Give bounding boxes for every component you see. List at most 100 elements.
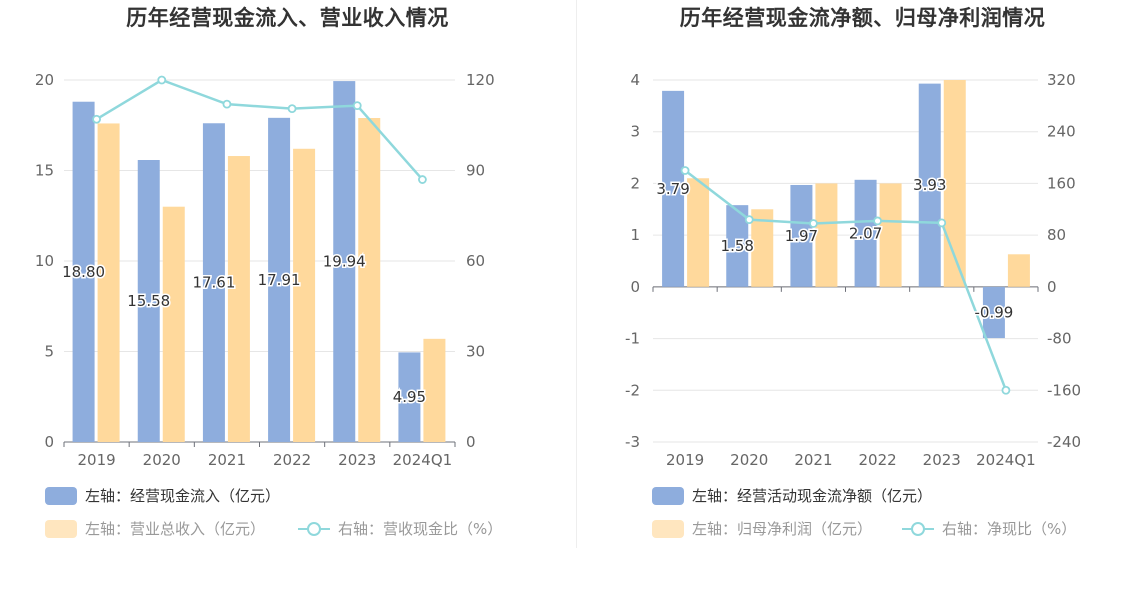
net-cashflow-profit-chart: 历年经营现金流净额、归母净利润情况 -3 -2 -1 0 1 2 3 4 -240 -160 -80… bbox=[577, 0, 1148, 560]
ratio-point bbox=[744, 215, 754, 225]
legend-item-cash-inflow[interactable]: 左轴：经营现金流入（亿元） bbox=[45, 485, 280, 506]
left-axis-tick-label: -2 bbox=[625, 381, 640, 399]
bar-secondary bbox=[227, 156, 250, 442]
left-axis-tick-label: 4 bbox=[630, 71, 640, 89]
ratio-line bbox=[95, 78, 424, 181]
bar-primary bbox=[398, 352, 421, 442]
left-axis-tick-label: 3 bbox=[630, 123, 640, 141]
x-axis-tick-label: 2020 bbox=[143, 451, 181, 469]
bar-secondary bbox=[97, 123, 120, 442]
right-axis-tick-label: -80 bbox=[1047, 330, 1072, 348]
bar-primary bbox=[662, 90, 685, 287]
bar-secondary bbox=[293, 148, 316, 442]
bar-secondary bbox=[687, 178, 710, 287]
bar-primary bbox=[72, 101, 95, 442]
left-axis-tick-label: -3 bbox=[625, 433, 640, 451]
bar-data-label: 18.80 bbox=[62, 263, 105, 281]
ratio-line bbox=[684, 169, 1008, 391]
bar-primary bbox=[726, 205, 749, 287]
x-axis-tick-label: 2020 bbox=[730, 451, 768, 469]
left-axis-tick-label: -1 bbox=[625, 330, 640, 348]
chart-plot-area: 0 5 10 15 20 0 30 60 90 120 18.80 15.58 17.61 17.91 19… bbox=[35, 71, 495, 469]
bar-secondary bbox=[358, 118, 381, 442]
bar-data-label: 17.91 bbox=[258, 271, 301, 289]
bar-primary bbox=[790, 184, 813, 287]
right-axis-tick-label: 160 bbox=[1047, 174, 1076, 192]
bar-data-label: 3.93 bbox=[913, 176, 946, 194]
bar-data-label: 19.94 bbox=[323, 253, 366, 271]
bar-secondary bbox=[815, 183, 838, 287]
bar-primary bbox=[918, 83, 941, 287]
chart-title: 历年经营现金流入、营业收入情况 bbox=[126, 6, 449, 30]
right-axis-tick-label: 120 bbox=[466, 71, 495, 89]
bar-data-label: 15.58 bbox=[127, 292, 170, 310]
bar-secondary bbox=[162, 206, 185, 442]
left-axis-tick-label: 10 bbox=[35, 252, 54, 270]
right-axis-tick-label: -160 bbox=[1047, 381, 1081, 399]
right-axis-tick-label: 0 bbox=[1047, 278, 1057, 296]
x-axis-tick-label: 2023 bbox=[923, 451, 961, 469]
panel-divider bbox=[576, 0, 577, 548]
ratio-point bbox=[287, 104, 297, 114]
chart-plot-area: -3 -2 -1 0 1 2 3 4 -240 -160 -80 0 80 160 240 320 3.79 1.… bbox=[625, 71, 1081, 469]
bar-primary bbox=[333, 81, 356, 442]
bar-secondary bbox=[879, 183, 902, 287]
bar-primary bbox=[137, 160, 160, 442]
bar-secondary bbox=[751, 209, 774, 287]
legend-label: 右轴：净现比（%） bbox=[942, 520, 1077, 538]
bar-primary bbox=[202, 123, 225, 442]
ratio-point bbox=[222, 99, 232, 109]
cash-inflow-revenue-chart: 历年经营现金流入、营业收入情况 0 5 10 15 20 0 30 60 90 120 18.80 1… bbox=[0, 0, 575, 560]
x-axis-tick-label: 2023 bbox=[338, 451, 376, 469]
right-axis-tick-label: -240 bbox=[1047, 433, 1081, 451]
left-axis-tick-label: 20 bbox=[35, 71, 54, 89]
x-axis-tick-label: 2022 bbox=[273, 451, 311, 469]
legend-swatch bbox=[45, 519, 77, 538]
bar-data-label: 4.95 bbox=[393, 388, 426, 406]
legend-item-net-cash-ratio[interactable]: 右轴：净现比（%） bbox=[902, 518, 1076, 539]
ratio-point bbox=[809, 219, 818, 228]
right-axis-tick-label: 30 bbox=[466, 343, 485, 361]
bar-primary bbox=[854, 179, 877, 287]
right-axis-tick-label: 60 bbox=[466, 252, 485, 270]
right-axis-tick-label: 320 bbox=[1047, 71, 1076, 89]
legend-swatch bbox=[652, 519, 684, 538]
legend-item-net-cashflow[interactable]: 左轴：经营活动现金流净额（亿元） bbox=[652, 485, 932, 506]
legend-item-cash-ratio[interactable]: 右轴：营收现金比（%） bbox=[298, 518, 502, 539]
left-axis-tick-label: 0 bbox=[630, 278, 640, 296]
x-axis-tick-label: 2019 bbox=[77, 451, 115, 469]
bar-data-label: 1.58 bbox=[721, 237, 754, 255]
legend-line-swatch bbox=[902, 520, 934, 538]
ratio-point bbox=[418, 175, 427, 184]
chart-title: 历年经营现金流净额、归母净利润情况 bbox=[679, 6, 1046, 30]
ratio-point bbox=[352, 101, 362, 111]
legend-label: 右轴：营收现金比（%） bbox=[338, 520, 503, 538]
left-axis-tick-label: 15 bbox=[35, 162, 54, 180]
bar-primary bbox=[982, 286, 1005, 339]
x-axis-tick-label: 2022 bbox=[858, 451, 896, 469]
left-axis-tick-label: 1 bbox=[630, 226, 640, 244]
bar-secondary bbox=[1007, 254, 1030, 287]
bar-primary bbox=[268, 117, 291, 442]
legend-label: 左轴：经营活动现金流净额（亿元） bbox=[692, 487, 933, 505]
ratio-point bbox=[937, 218, 947, 228]
bar-data-label: -0.99 bbox=[975, 303, 1014, 321]
ratio-point bbox=[92, 114, 101, 124]
right-axis-tick-label: 80 bbox=[1047, 226, 1066, 244]
bar-secondary bbox=[943, 80, 966, 287]
x-axis-tick-label: 2024Q1 bbox=[976, 451, 1036, 469]
right-axis-tick-label: 240 bbox=[1047, 123, 1076, 141]
right-axis-tick-label: 90 bbox=[466, 162, 485, 180]
bar-data-label: 3.79 bbox=[656, 180, 689, 198]
bar-data-label: 1.97 bbox=[785, 227, 818, 245]
left-axis-tick-label: 5 bbox=[44, 343, 54, 361]
bar-secondary bbox=[423, 338, 446, 442]
legend-swatch bbox=[45, 486, 77, 505]
ratio-point bbox=[1001, 385, 1011, 395]
ratio-point bbox=[680, 166, 690, 175]
legend-item-net-profit[interactable]: 左轴：归母净利润（亿元） bbox=[652, 518, 872, 539]
legend-line-swatch bbox=[298, 520, 330, 538]
legend-label: 左轴：经营现金流入（亿元） bbox=[85, 487, 281, 505]
x-axis-tick-label: 2021 bbox=[208, 451, 246, 469]
legend-item-revenue[interactable]: 左轴：营业总收入（亿元） bbox=[45, 518, 265, 539]
